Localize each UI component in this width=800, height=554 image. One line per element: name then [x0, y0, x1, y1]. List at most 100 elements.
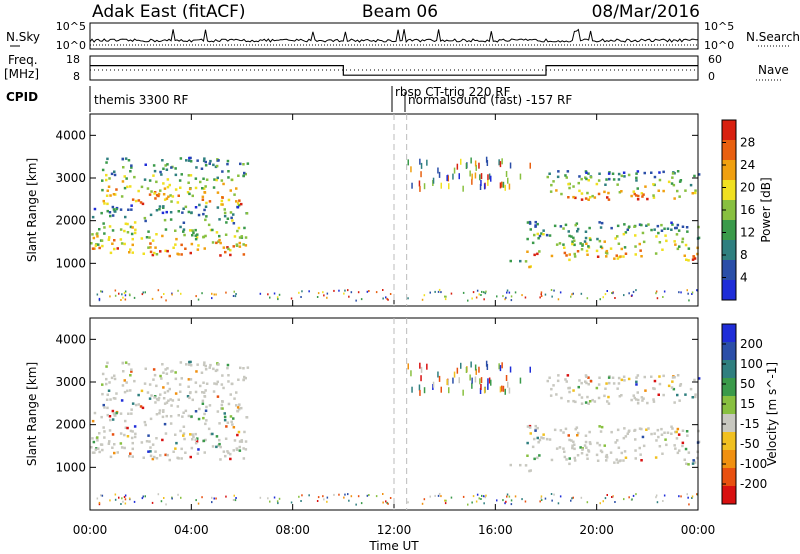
power-point	[606, 196, 609, 199]
power-point	[528, 220, 532, 224]
power-point	[575, 222, 579, 225]
power-point	[509, 259, 512, 263]
velocity-point	[134, 403, 138, 407]
power-point	[110, 172, 114, 176]
power-point	[689, 183, 693, 187]
power-point	[121, 293, 123, 296]
velocity-point	[620, 394, 623, 397]
velocity-point	[634, 438, 637, 441]
velocity-point	[672, 387, 676, 391]
velocity-point	[153, 373, 157, 377]
velocity-point	[536, 436, 539, 440]
velocity-point	[640, 427, 643, 431]
velocity-point	[120, 503, 122, 505]
power-point	[617, 172, 621, 176]
velocity-point	[677, 433, 681, 436]
power-point	[194, 177, 198, 180]
power-point	[235, 293, 237, 295]
velocity-point	[106, 413, 109, 417]
velocity-point	[571, 444, 574, 447]
velocity-point	[149, 417, 153, 421]
power-point	[216, 206, 220, 209]
velocity-point	[142, 456, 145, 459]
power-point	[598, 172, 601, 175]
velocity-point	[205, 419, 208, 422]
power-point	[128, 293, 131, 296]
colorbar-segment	[722, 432, 736, 451]
velocity-point	[653, 432, 656, 435]
power-point	[215, 241, 218, 245]
velocity-point	[235, 447, 239, 450]
velocity-point	[149, 454, 153, 458]
velocity-point	[655, 496, 657, 499]
power-point	[218, 238, 221, 242]
power-point	[166, 185, 170, 189]
velocity-point	[691, 396, 694, 399]
velocity-point	[670, 386, 674, 389]
power-point	[666, 227, 670, 230]
velocity-point	[222, 386, 225, 390]
power-point	[127, 208, 130, 211]
power-point	[165, 197, 169, 200]
velocity-point	[556, 379, 560, 383]
power-point	[143, 178, 147, 181]
power-point	[623, 294, 625, 297]
velocity-point	[534, 424, 537, 428]
power-point	[652, 183, 655, 186]
power-point	[218, 234, 221, 238]
power-point	[237, 174, 240, 177]
velocity-point	[232, 417, 235, 420]
power-point	[585, 249, 589, 253]
power-point	[587, 245, 590, 248]
velocity-point	[598, 425, 601, 428]
power-point	[211, 228, 214, 232]
velocity-point	[550, 458, 554, 462]
power-point	[611, 292, 613, 294]
power-point	[142, 291, 144, 294]
power-point	[640, 192, 644, 195]
velocity-point	[608, 381, 611, 385]
velocity-point	[111, 418, 115, 421]
power-point	[105, 194, 109, 197]
power-point	[103, 232, 106, 235]
velocity-point	[174, 447, 177, 450]
power-point	[585, 242, 588, 245]
velocity-point	[598, 376, 601, 379]
velocity-point	[510, 503, 513, 506]
power-point	[229, 211, 233, 214]
velocity-point	[201, 496, 203, 499]
power-point	[162, 193, 166, 196]
velocity-point	[536, 456, 539, 460]
power-point	[570, 295, 572, 298]
colorbar-segment	[722, 160, 736, 181]
power-point	[653, 175, 657, 179]
power-point	[213, 293, 215, 296]
velocity-point	[634, 457, 637, 460]
velocity-point	[519, 377, 522, 384]
velocity-point	[684, 447, 688, 451]
velocity-point	[501, 385, 503, 392]
velocity-point	[696, 456, 699, 460]
velocity-point	[141, 406, 145, 410]
power-point	[502, 295, 504, 298]
velocity-point	[169, 422, 173, 425]
power-point	[638, 223, 642, 226]
velocity-point	[113, 377, 117, 381]
power-point	[232, 245, 235, 248]
velocity-point	[204, 364, 207, 368]
power-point	[227, 176, 230, 179]
velocity-point	[600, 425, 604, 429]
velocity-point	[662, 374, 665, 378]
power-point	[343, 292, 345, 295]
velocity-point	[534, 429, 537, 432]
power-point	[202, 235, 206, 239]
velocity-point	[595, 386, 599, 390]
power-point	[242, 163, 245, 166]
nsky-label: N.Sky	[6, 30, 40, 44]
velocity-point	[623, 427, 626, 430]
velocity-point	[490, 379, 492, 386]
velocity-point	[114, 498, 117, 501]
power-point	[162, 205, 165, 208]
velocity-point	[678, 449, 681, 452]
